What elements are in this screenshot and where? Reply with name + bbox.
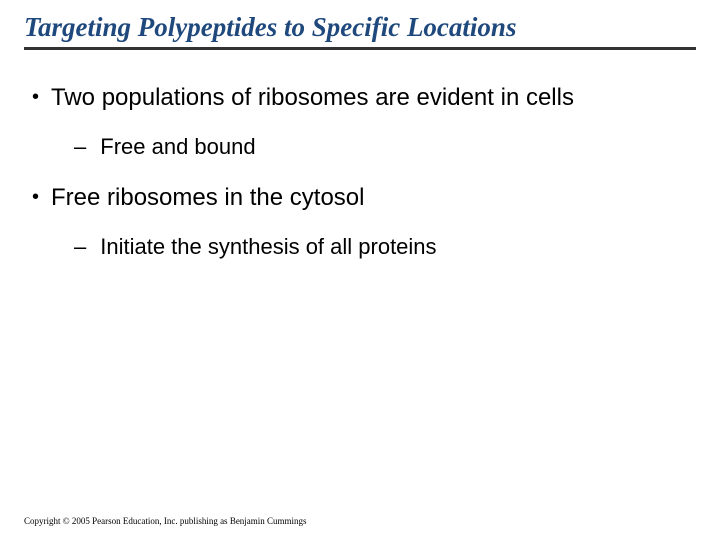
slide-title: Targeting Polypeptides to Specific Locat… — [24, 12, 696, 50]
copyright-text: Copyright © 2005 Pearson Education, Inc.… — [24, 516, 307, 526]
bullet-text: Two populations of ribosomes are evident… — [51, 82, 574, 113]
bullet-marker-icon: • — [32, 82, 39, 112]
bullet-marker-icon: • — [32, 182, 39, 212]
slide-container: Targeting Polypeptides to Specific Locat… — [0, 0, 720, 540]
bullet-text: Free and bound — [100, 133, 255, 162]
bullet-level2: – Initiate the synthesis of all proteins — [74, 233, 696, 262]
dash-marker-icon: – — [74, 133, 86, 162]
dash-marker-icon: – — [74, 233, 86, 262]
bullet-text: Free ribosomes in the cytosol — [51, 182, 364, 213]
bullet-level2: – Free and bound — [74, 133, 696, 162]
bullet-level1: • Free ribosomes in the cytosol — [32, 182, 696, 213]
bullet-level1: • Two populations of ribosomes are evide… — [32, 82, 696, 113]
bullet-text: Initiate the synthesis of all proteins — [100, 233, 436, 262]
